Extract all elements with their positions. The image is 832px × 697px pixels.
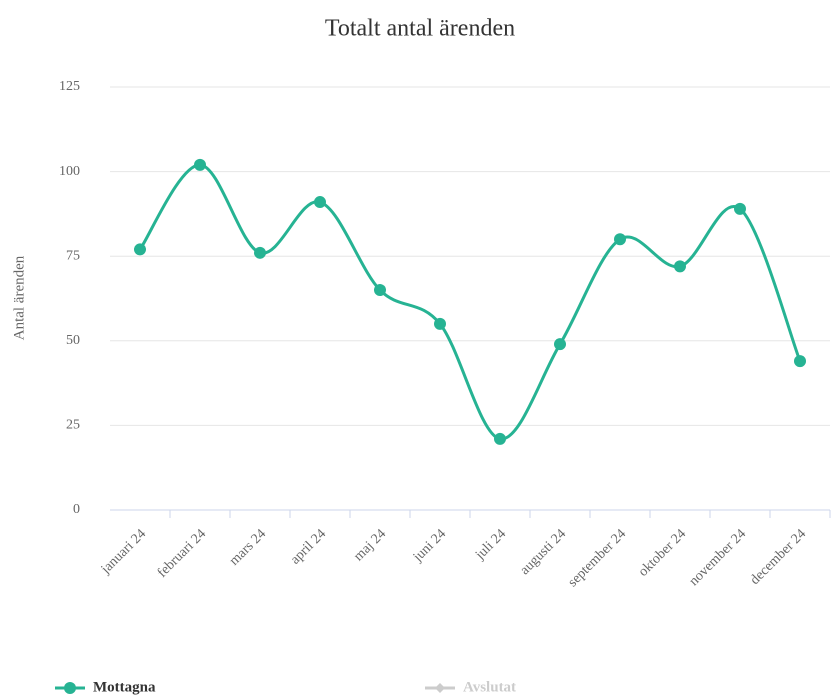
y-tick-label: 0	[73, 502, 80, 517]
data-point	[314, 196, 326, 209]
data-point	[374, 284, 386, 297]
x-tick-label: oktober 24	[636, 526, 689, 579]
x-tick-label: januari 24	[98, 526, 149, 577]
data-point	[194, 158, 206, 171]
y-tick-label: 25	[66, 418, 80, 433]
x-tick-label: augusti 24	[518, 526, 570, 578]
x-tick-label: februari 24	[155, 526, 209, 580]
legend-marker[interactable]	[64, 682, 76, 694]
data-point	[254, 246, 266, 259]
data-point	[794, 355, 806, 368]
x-tick-label: april 24	[288, 526, 329, 567]
y-tick-label: 75	[66, 248, 80, 263]
x-tick-label: maj 24	[351, 526, 389, 564]
y-axis-title: Antal ärenden	[11, 255, 27, 340]
series-line	[138, 163, 802, 441]
data-point	[134, 243, 146, 256]
x-tick-label: mars 24	[227, 526, 269, 568]
x-tick-label: september 24	[565, 526, 629, 590]
data-point	[434, 317, 446, 330]
x-tick-label: juni 24	[410, 526, 449, 565]
data-point	[494, 432, 506, 445]
y-tick-label: 100	[59, 164, 80, 179]
x-tick-label: december 24	[748, 526, 809, 587]
data-point	[614, 233, 626, 246]
legend-label[interactable]: Avslutat	[463, 679, 516, 695]
y-tick-label: 125	[59, 79, 80, 94]
data-point	[554, 338, 566, 351]
x-tick-label: november 24	[687, 526, 750, 589]
legend-label[interactable]: Mottagna	[93, 679, 156, 695]
data-point	[734, 202, 746, 215]
y-tick-label: 50	[66, 333, 80, 348]
data-point	[674, 260, 686, 273]
chart-title: Totalt antal ärenden	[325, 16, 515, 42]
legend-marker[interactable]	[435, 683, 445, 693]
x-tick-label: juli 24	[472, 526, 509, 563]
